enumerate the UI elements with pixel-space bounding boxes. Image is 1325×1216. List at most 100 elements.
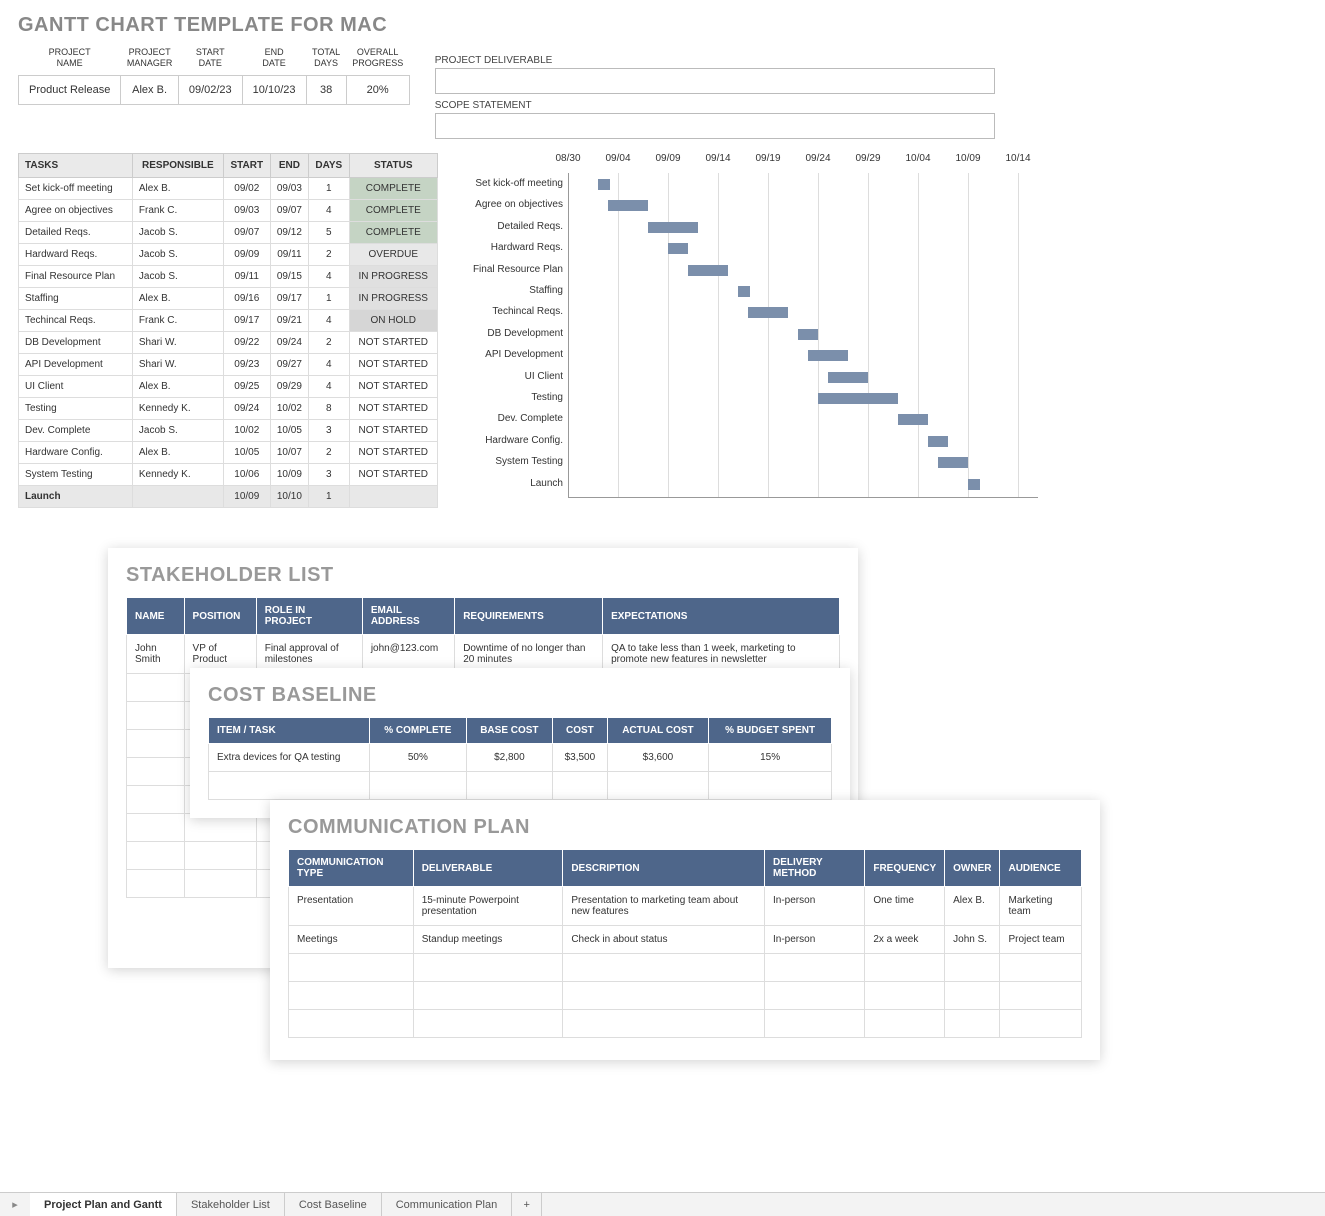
task-cell: 10/06	[223, 464, 270, 486]
sheet-tabs: ▸ Project Plan and GanttStakeholder List…	[0, 1192, 1325, 1216]
task-cell: 09/16	[223, 288, 270, 310]
panel-row: Presentation15-minute Powerpoint present…	[289, 887, 1082, 926]
task-cell: 3	[309, 464, 349, 486]
status-cell: COMPLETE	[349, 222, 437, 244]
status-cell: COMPLETE	[349, 178, 437, 200]
panel-cell	[289, 954, 414, 982]
panel-cell: In-person	[765, 887, 865, 926]
panel-header: COST	[553, 718, 608, 744]
task-cell: 10/10	[270, 486, 308, 508]
task-cell: 09/07	[223, 222, 270, 244]
panel-row-empty	[289, 982, 1082, 1010]
panel-header: ACTUAL COST	[607, 718, 709, 744]
info-cell: Product Release	[19, 75, 121, 104]
info-header: PROJECTNAME	[19, 45, 121, 75]
cost-title: COST BASELINE	[208, 684, 832, 707]
tab-scroll-icon[interactable]: ▸	[0, 1193, 30, 1216]
task-cell: 09/29	[270, 376, 308, 398]
panel-cell	[466, 772, 552, 800]
panel-cell	[184, 842, 256, 870]
gantt-bar	[938, 457, 968, 468]
panel-header: % BUDGET SPENT	[709, 718, 832, 744]
panel-cell	[127, 842, 185, 870]
gantt-date-label: 09/09	[655, 153, 680, 164]
status-cell: NOT STARTED	[349, 398, 437, 420]
deliverable-input[interactable]	[435, 68, 995, 94]
task-cell: 10/02	[223, 420, 270, 442]
task-cell	[132, 486, 223, 508]
panel-cell: Presentation to marketing team about new…	[563, 887, 765, 926]
gantt-row-label: Hardware Config.	[458, 430, 563, 451]
task-header: END	[270, 154, 308, 178]
task-cell: Staffing	[19, 288, 133, 310]
task-row: Set kick-off meetingAlex B.09/0209/031CO…	[19, 178, 438, 200]
panel-cell	[127, 702, 185, 730]
panel-header: POSITION	[184, 598, 256, 635]
task-cell: Kennedy K.	[132, 398, 223, 420]
panel-cell	[127, 870, 185, 898]
panel-header: AUDIENCE	[1000, 850, 1082, 887]
panel-cell	[865, 1010, 945, 1038]
panel-cell: John S.	[945, 926, 1000, 954]
panel-cell	[607, 772, 709, 800]
scope-input[interactable]	[435, 113, 995, 139]
task-cell: Frank C.	[132, 310, 223, 332]
task-row: Techincal Reqs.Frank C.09/1709/214ON HOL…	[19, 310, 438, 332]
gantt-bar	[748, 307, 788, 318]
gantt-bar	[968, 479, 980, 490]
task-cell: 2	[309, 442, 349, 464]
panel-cell: Meetings	[289, 926, 414, 954]
task-cell: 09/03	[270, 178, 308, 200]
task-cell: DB Development	[19, 332, 133, 354]
task-cell: 10/02	[270, 398, 308, 420]
task-cell: 1	[309, 486, 349, 508]
panel-cell	[765, 954, 865, 982]
gantt-date-label: 10/09	[955, 153, 980, 164]
panel-cell	[865, 954, 945, 982]
task-cell: Alex B.	[132, 376, 223, 398]
status-cell: COMPLETE	[349, 200, 437, 222]
info-header: ENDDATE	[242, 45, 306, 75]
gantt-bar	[828, 372, 868, 383]
panel-cell	[1000, 954, 1082, 982]
task-cell: 2	[309, 244, 349, 266]
gantt-gridline	[568, 173, 569, 497]
panel-cell	[184, 870, 256, 898]
task-cell: 10/09	[223, 486, 270, 508]
sheet-tab[interactable]: Communication Plan	[382, 1193, 513, 1216]
gantt-chart: 08/3009/0409/0909/1409/1909/2409/2910/04…	[458, 153, 1038, 508]
panel-header: ROLE IN PROJECT	[256, 598, 362, 635]
panel-cell	[1000, 1010, 1082, 1038]
sheet-tab[interactable]: Project Plan and Gantt	[30, 1193, 177, 1216]
task-cell: 09/09	[223, 244, 270, 266]
gantt-row-label: Testing	[458, 387, 563, 408]
gantt-gridline	[718, 173, 719, 497]
task-row: Launch10/0910/101	[19, 486, 438, 508]
panel-cell: In-person	[765, 926, 865, 954]
sheet-tab[interactable]: Stakeholder List	[177, 1193, 285, 1216]
task-row: StaffingAlex B.09/1609/171IN PROGRESS	[19, 288, 438, 310]
task-header: STATUS	[349, 154, 437, 178]
gantt-date-label: 09/29	[855, 153, 880, 164]
gantt-bar	[818, 393, 898, 404]
panel-row-empty	[289, 954, 1082, 982]
gantt-bar	[928, 436, 948, 447]
status-cell: IN PROGRESS	[349, 266, 437, 288]
gantt-bar	[688, 265, 728, 276]
task-cell: API Development	[19, 354, 133, 376]
panel-header: COMMUNICATION TYPE	[289, 850, 414, 887]
gantt-gridline	[918, 173, 919, 497]
panel-cell: 50%	[370, 744, 467, 772]
task-cell: 10/05	[223, 442, 270, 464]
task-cell: Detailed Reqs.	[19, 222, 133, 244]
task-row: TestingKennedy K.09/2410/028NOT STARTED	[19, 398, 438, 420]
gantt-row-label: Launch	[458, 473, 563, 494]
panel-header: EXPECTATIONS	[603, 598, 840, 635]
task-cell: 09/24	[223, 398, 270, 420]
task-cell: 09/02	[223, 178, 270, 200]
info-cell: 38	[306, 75, 346, 104]
add-sheet-button[interactable]: +	[512, 1193, 542, 1216]
gantt-row-label: API Development	[458, 344, 563, 365]
cost-table: ITEM / TASK% COMPLETEBASE COSTCOSTACTUAL…	[208, 717, 832, 800]
sheet-tab[interactable]: Cost Baseline	[285, 1193, 382, 1216]
